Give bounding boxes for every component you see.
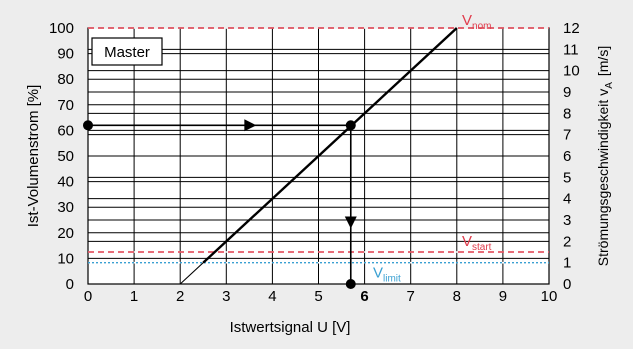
y-right-tick-label: 11	[563, 41, 579, 58]
y-tick-label: 80	[57, 71, 74, 88]
series-line	[202, 27, 458, 264]
y-tick-label: 70	[57, 97, 74, 114]
y-axis-right-label-main: Strömungsgeschwindigkeit v	[595, 89, 611, 266]
example-point	[83, 120, 93, 131]
y-right-tick-label: 10	[563, 63, 580, 80]
reference-line-label: Vlimit	[373, 265, 401, 285]
reference-line-label-sub: limit	[383, 274, 401, 285]
reference-line-label-main: V	[462, 233, 472, 250]
reference-line-label-main: V	[373, 265, 383, 282]
y-tick-label: 30	[57, 199, 74, 216]
legend-box: Master	[91, 37, 163, 66]
y-tick-label: 40	[57, 174, 74, 191]
x-axis-label: Istwertsignal U [V]	[230, 319, 351, 336]
y-right-tick-label: 6	[563, 148, 571, 165]
x-tick-label: 9	[499, 288, 507, 305]
reference-line-label: Vstart	[462, 233, 492, 253]
y-right-tick-label: 1	[563, 255, 571, 272]
reference-line-label-main: V	[462, 12, 472, 29]
y-tick-label: 20	[57, 225, 74, 242]
legend-box-label: Master	[104, 44, 150, 61]
example-point	[345, 279, 356, 289]
reference-line-label-sub: nom	[472, 21, 491, 32]
legend-box-frame	[91, 37, 163, 66]
x-tick-label: 8	[453, 288, 461, 305]
y-right-tick-label: 0	[563, 276, 571, 293]
x-tick-label: 10	[541, 288, 558, 305]
series-group	[179, 27, 458, 285]
y-axis-label: Ist-Volumenstrom [%]	[25, 85, 42, 228]
y-right-tick-label: 4	[563, 191, 571, 208]
y-tick-label: 90	[57, 46, 74, 63]
y-right-tick-label: 12	[563, 20, 580, 37]
x-tick-label: 1	[130, 288, 138, 305]
grid	[87, 27, 550, 285]
y-right-tick-label: 5	[563, 169, 571, 186]
x-tick-label: 2	[176, 288, 184, 305]
y-tick-label: 50	[57, 148, 74, 165]
reference-line-label-sub: start	[472, 242, 492, 253]
reference-line-label: Vnom	[462, 12, 491, 32]
y-axis-right-label-sub: A	[604, 82, 615, 89]
y-right-tick-label: 2	[563, 233, 571, 250]
y-tick-label: 0	[66, 276, 74, 293]
y-tick-label: 10	[57, 250, 74, 267]
y-tick-label: 60	[57, 122, 74, 139]
y-right-tick-label: 7	[563, 127, 571, 144]
x-tick-label: 5	[314, 288, 322, 305]
example-arrowhead-down	[344, 216, 357, 229]
x-tick-label: 3	[222, 288, 230, 305]
y-axis-right-label: Strömungsgeschwindigkeit vA [m/s]	[595, 46, 615, 266]
y-right-tick-label: 9	[563, 84, 571, 101]
y-right-tick-label: 3	[563, 212, 571, 229]
x-tick-label: 4	[268, 288, 276, 305]
x-tick-label: 6	[360, 288, 368, 305]
x-tick-label: 7	[407, 288, 415, 305]
y-right-tick-label: 8	[563, 105, 571, 122]
y-tick-label: 100	[49, 20, 74, 37]
x-tick-label: 0	[84, 288, 92, 305]
example-point	[345, 120, 356, 131]
tick-labels: 0 1 2 3 4 5 6 7 8 9 100102030405060708090100012345…	[49, 20, 580, 305]
example-arrowhead-right	[244, 119, 257, 132]
y-axis-right-label-unit: [m/s]	[595, 46, 611, 76]
example-construction	[83, 119, 357, 289]
